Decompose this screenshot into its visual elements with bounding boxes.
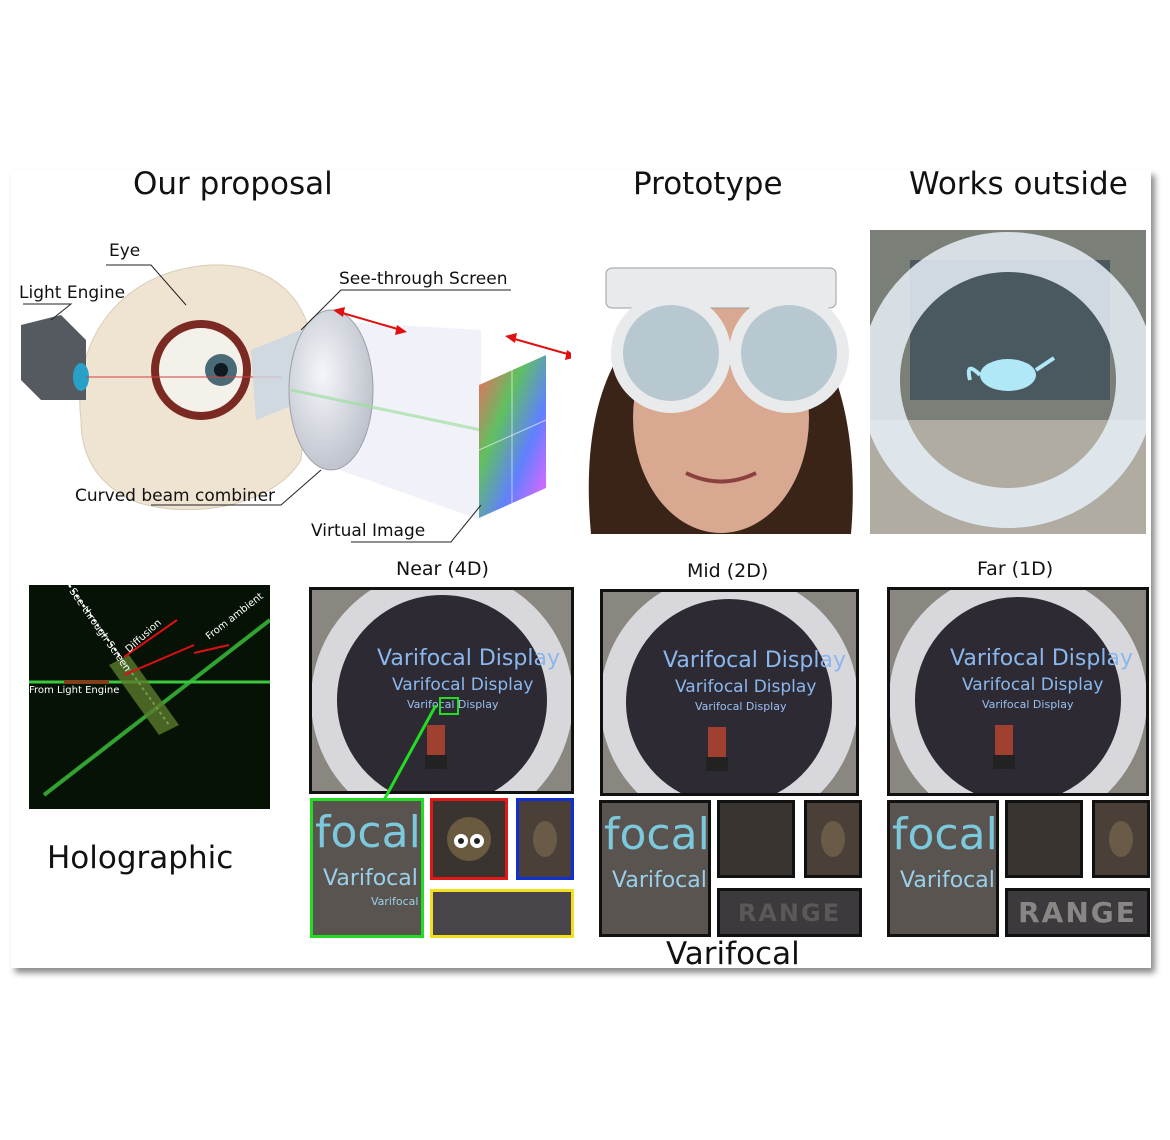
display-line-1: Varifocal Display xyxy=(950,646,1133,671)
mid-crop-range: RANGE xyxy=(717,888,862,937)
viewing-ring xyxy=(890,590,1146,793)
far-crop-text: focal Varifocal xyxy=(887,800,999,937)
mid-crop-figure xyxy=(804,800,862,878)
left-eyepiece xyxy=(611,293,731,413)
zoom-leader xyxy=(382,705,438,801)
label-far: Far (1D) xyxy=(977,558,1054,580)
heading-varifocal: Varifocal xyxy=(666,936,800,972)
near-focus-view: Varifocal Display Varifocal Display Vari… xyxy=(309,587,574,794)
near-crop-blue xyxy=(516,798,574,880)
display-line-3: Varifocal Display xyxy=(407,698,499,711)
teapot-hologram xyxy=(980,359,1036,391)
light-engine-box xyxy=(21,315,86,400)
label-see-through-screen: See-through Screen xyxy=(339,269,508,289)
label-mid: Mid (2D) xyxy=(687,560,769,582)
lego-figure xyxy=(427,725,445,755)
far-crop-face xyxy=(1005,800,1083,878)
diffusion-arrow xyxy=(123,619,178,658)
near-crop-yellow xyxy=(430,889,574,938)
heading-holographic: Holographic xyxy=(47,840,234,876)
near-crop-red xyxy=(430,798,508,880)
eyeball xyxy=(151,320,251,420)
leader-virtual-image xyxy=(351,504,482,543)
viewing-ring xyxy=(312,590,571,791)
leader-see-through xyxy=(300,289,511,331)
leader-light-engine xyxy=(23,303,73,321)
crop-marker xyxy=(439,697,459,715)
motion-arrow-1 xyxy=(338,311,402,331)
lego-figure xyxy=(708,727,726,757)
label-eye: Eye xyxy=(109,241,141,261)
far-crop-figure xyxy=(1092,800,1150,878)
viewing-ring xyxy=(603,592,856,793)
smile xyxy=(685,471,757,484)
mid-crop-text: focal Varifocal xyxy=(599,800,711,937)
display-line-3: Varifocal Display xyxy=(695,700,787,713)
display-line-1: Varifocal Display xyxy=(377,646,560,671)
label-curved-beam-combiner: Curved beam combiner xyxy=(75,486,276,506)
eyepiece-ring xyxy=(870,232,1146,528)
far-focus-view: Varifocal Display Varifocal Display Vari… xyxy=(887,587,1149,796)
light-engine-lens xyxy=(73,363,89,391)
label-near: Near (4D) xyxy=(396,558,489,580)
display-line-1: Varifocal Display xyxy=(663,648,846,673)
prototype-photo xyxy=(571,228,867,534)
display-line-2: Varifocal Display xyxy=(675,677,816,697)
mid-focus-view: Varifocal Display Varifocal Display Vari… xyxy=(600,589,859,796)
leader-eye xyxy=(106,264,187,306)
holo-label-light-engine: From Light Engine xyxy=(29,685,119,696)
outside-photo xyxy=(870,230,1146,534)
green-ray xyxy=(290,388,482,432)
screen-edge xyxy=(68,585,170,726)
label-virtual-image: Virtual Image xyxy=(311,521,426,541)
right-eyepiece xyxy=(729,293,849,413)
heading-works-outside: Works outside xyxy=(909,166,1128,202)
mid-crop-face xyxy=(717,800,795,878)
lego-figure xyxy=(995,725,1013,755)
figure-sheet: Our proposal Prototype Works outside xyxy=(11,166,1151,972)
display-line-3: Varifocal Display xyxy=(982,698,1074,711)
curved-beam-combiner xyxy=(288,309,374,471)
proposal-diagram xyxy=(21,264,577,543)
near-crop-green: focal Varifocal Varifocal xyxy=(310,798,424,938)
far-crop-range: RANGE xyxy=(1005,888,1150,937)
heading-our-proposal: Our proposal xyxy=(133,166,333,202)
motion-arrow-2 xyxy=(510,337,572,356)
display-line-2: Varifocal Display xyxy=(392,675,533,695)
leader-combiner xyxy=(151,469,322,506)
label-light-engine: Light Engine xyxy=(19,283,126,303)
heading-prototype: Prototype xyxy=(633,166,783,202)
display-line-2: Varifocal Display xyxy=(962,675,1103,695)
pupil xyxy=(214,363,228,377)
holographic-photo: See-through Screen Diffusion From ambien… xyxy=(29,585,270,809)
